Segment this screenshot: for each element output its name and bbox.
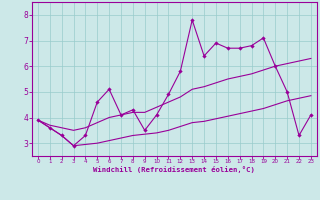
X-axis label: Windchill (Refroidissement éolien,°C): Windchill (Refroidissement éolien,°C) [93, 166, 255, 173]
